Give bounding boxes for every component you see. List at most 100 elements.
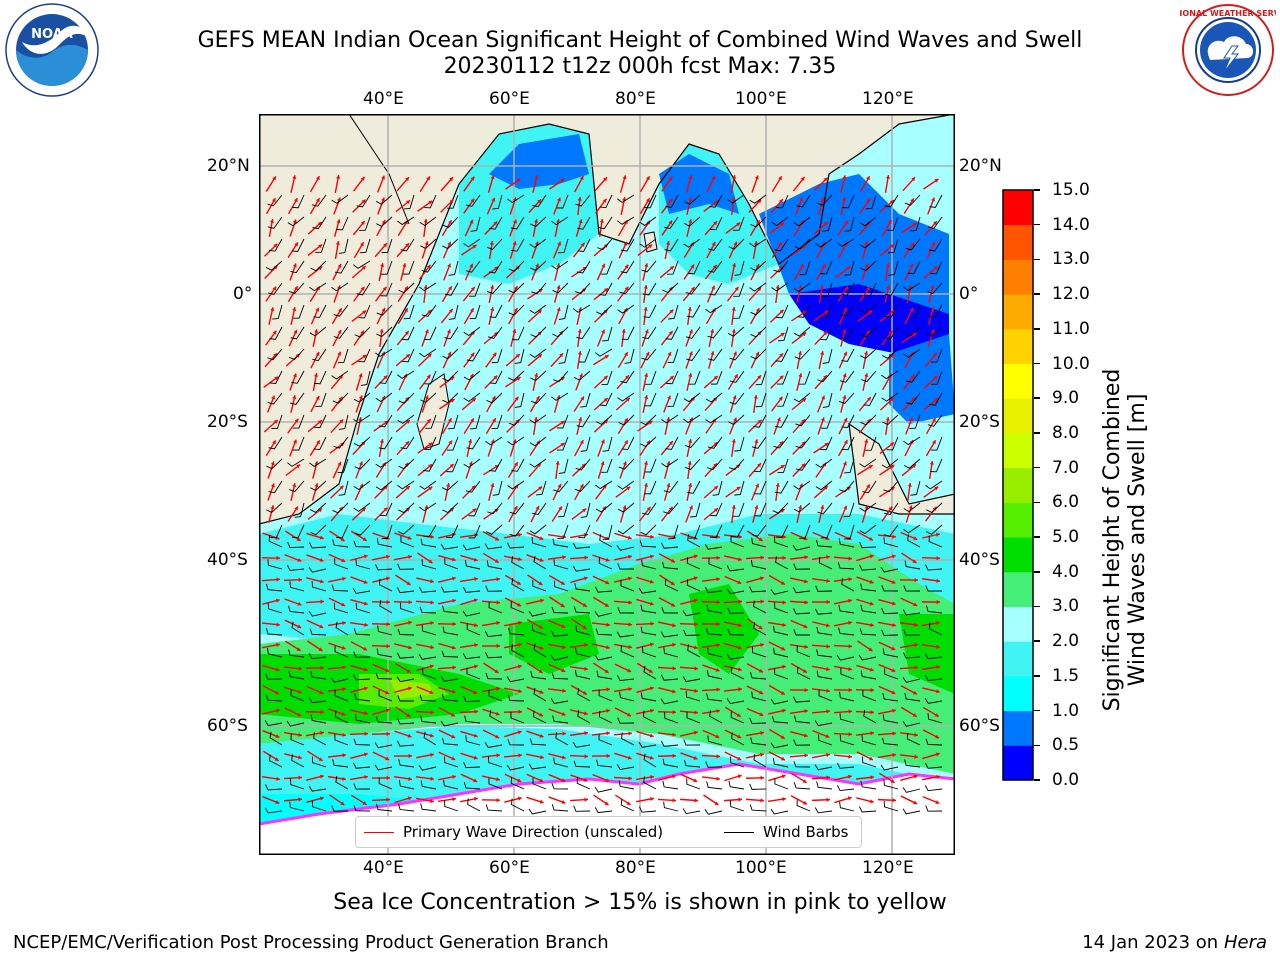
wind-barb: [308, 566, 327, 573]
wave-arrow-head: [318, 647, 323, 652]
wind-barb: [727, 628, 745, 636]
wind-barb: [595, 628, 613, 636]
wind-barb: [793, 739, 811, 746]
wave-arrow-head: [385, 756, 390, 761]
wind-barb: [580, 502, 591, 518]
wave-arrow-head: [803, 624, 808, 629]
wave-arrow-head: [668, 506, 673, 511]
wind-barb: [815, 480, 833, 491]
wind-barb: [556, 414, 569, 429]
wind-barb: [620, 260, 635, 274]
wind-barb: [489, 458, 503, 472]
wave-arrow-head: [711, 242, 716, 247]
wind-barb: [558, 238, 569, 254]
wave-arrow-head: [932, 506, 937, 511]
wind-barb: [836, 785, 855, 792]
wind-barb: [268, 436, 283, 450]
wind-barb: [397, 563, 415, 570]
wave-arrow-head: [668, 176, 673, 181]
wave-arrow-head: [804, 644, 808, 649]
wind-barb: [418, 586, 437, 593]
wind-barb: [860, 583, 877, 592]
wave-arrow-head: [384, 420, 389, 425]
colorbar: [1002, 189, 1034, 781]
wind-barb: [859, 628, 877, 636]
wave-arrow-head: [650, 534, 654, 539]
wave-arrow-head: [582, 603, 587, 607]
wave-arrow-head: [670, 581, 675, 585]
wind-barb: [291, 370, 305, 384]
noaa-logo: NOAA: [5, 3, 99, 97]
wave-arrow-head: [516, 178, 521, 183]
wave-arrow-head: [606, 622, 610, 627]
wind-barb: [418, 654, 437, 660]
wave-arrow-head: [514, 396, 519, 401]
wind-barb: [661, 414, 679, 424]
wind-barb: [844, 524, 855, 540]
wave-arrow-head: [539, 690, 544, 694]
wind-barb: [661, 607, 679, 614]
noaa-logo-text: NOAA: [31, 27, 73, 42]
wave-arrow-head: [581, 463, 586, 468]
wind-barb: [594, 348, 613, 357]
wave-arrow-head: [604, 801, 609, 805]
wind-barb: [308, 785, 327, 792]
wave-arrow-head: [759, 690, 764, 695]
wave-arrow-head: [363, 554, 368, 559]
wave-arrow-head: [779, 353, 784, 358]
wave-arrow-head: [579, 484, 584, 489]
wave-arrow-head: [470, 308, 474, 313]
wind-barb: [754, 480, 767, 495]
wind-barb: [441, 650, 459, 658]
wave-arrow-head: [296, 537, 301, 541]
wave-arrow-head: [885, 417, 890, 421]
wind-barb: [639, 238, 657, 248]
wind-barb: [903, 502, 921, 513]
wind-barb: [727, 326, 745, 337]
wave-arrow-head: [270, 461, 275, 466]
wave-arrow-head: [754, 505, 759, 510]
wind-barb: [359, 238, 371, 254]
wind-barb: [668, 304, 679, 320]
wind-barb: [288, 649, 305, 658]
wave-arrow-head: [603, 398, 608, 402]
wave-arrow-head: [888, 330, 893, 335]
wind-barb: [265, 694, 283, 702]
wind-barb: [531, 282, 547, 295]
wind-barb: [577, 688, 591, 702]
wave-arrow-head: [738, 599, 742, 604]
wave-arrow-head: [821, 242, 826, 247]
wind-barb: [774, 777, 789, 790]
wave-arrow-head: [470, 286, 475, 291]
wind-barb: [596, 414, 613, 425]
wind-barb: [489, 370, 503, 384]
wind-barb: [822, 348, 833, 364]
wave-arrow-head: [360, 221, 365, 225]
wind-barb: [925, 564, 943, 571]
wind-barb: [706, 693, 723, 702]
wind-barb: [793, 608, 811, 615]
wind-barb: [313, 732, 327, 746]
wave-arrow-head: [868, 536, 873, 541]
legend-wave-line: [364, 832, 394, 833]
wave-arrow-head: [363, 579, 368, 584]
wind-barb: [836, 654, 855, 661]
colorbar-segment: [1003, 190, 1033, 226]
wave-arrow-head: [649, 733, 654, 738]
wave-arrow-head: [405, 441, 410, 446]
wind-barb: [510, 601, 525, 614]
wave-arrow-head: [668, 198, 673, 203]
wave-arrow-head: [490, 285, 495, 289]
wave-arrow-head: [448, 308, 453, 313]
map-panel[interactable]: [259, 114, 955, 855]
wind-barb: [733, 216, 745, 231]
wind-barb: [419, 694, 437, 702]
wave-arrow-head: [555, 461, 560, 465]
wave-arrow-head: [539, 733, 544, 738]
wind-barb: [378, 414, 393, 428]
wave-arrow-head: [690, 287, 695, 292]
colorbar-tick-label: 14.0: [1052, 214, 1090, 235]
wind-barb: [750, 326, 767, 338]
wind-barb: [289, 581, 305, 592]
wave-arrow-head: [628, 554, 632, 559]
